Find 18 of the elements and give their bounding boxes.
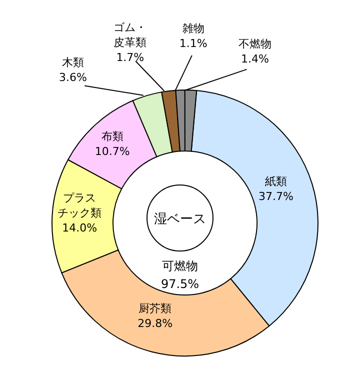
slice-label: 木類 (62, 56, 84, 70)
slice-label: ゴム・皮革類 (114, 20, 147, 49)
slice-label: 紙類 (265, 174, 288, 188)
data-label: 29.8% (138, 316, 173, 330)
text: 可燃物 97.5% (160, 259, 200, 291)
data-label: 1.4% (241, 52, 269, 66)
text: 湿ベース (154, 212, 206, 227)
data-label: 3.6% (58, 71, 87, 84)
data-label: 1.1% (179, 36, 208, 50)
data-label: 14.0% (62, 221, 98, 234)
slice-label: プラスチック類 (58, 191, 102, 220)
data-label: 10.7% (94, 145, 130, 158)
slice-label: 不燃物 (238, 38, 272, 51)
slice-label: 布類 (101, 130, 124, 144)
data-label: 37.7% (258, 190, 294, 203)
slice-label: 厨芥類 (138, 302, 172, 315)
data-label: 1.7% (116, 50, 144, 64)
slice-label: 雑物 (182, 22, 204, 35)
